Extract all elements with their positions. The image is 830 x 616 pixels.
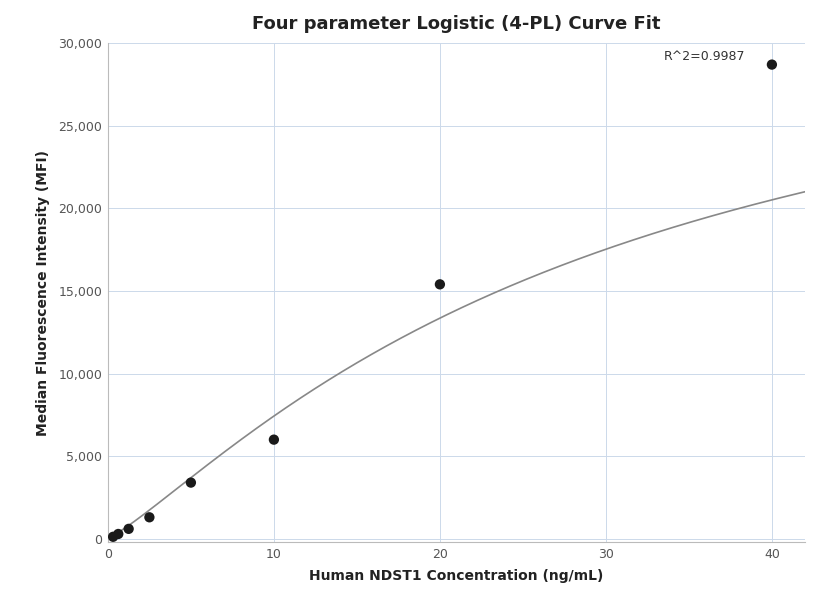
- Text: R^2=0.9987: R^2=0.9987: [664, 50, 745, 63]
- Y-axis label: Median Fluorescence Intensity (MFI): Median Fluorescence Intensity (MFI): [37, 150, 50, 436]
- Point: [106, 532, 120, 541]
- Point: [267, 435, 281, 445]
- X-axis label: Human NDST1 Concentration (ng/mL): Human NDST1 Concentration (ng/mL): [310, 569, 603, 583]
- Point: [765, 60, 779, 70]
- Point: [143, 513, 156, 522]
- Title: Four parameter Logistic (4-PL) Curve Fit: Four parameter Logistic (4-PL) Curve Fit: [252, 15, 661, 33]
- Point: [111, 529, 125, 539]
- Point: [122, 524, 135, 534]
- Point: [433, 280, 447, 290]
- Point: [184, 477, 198, 487]
